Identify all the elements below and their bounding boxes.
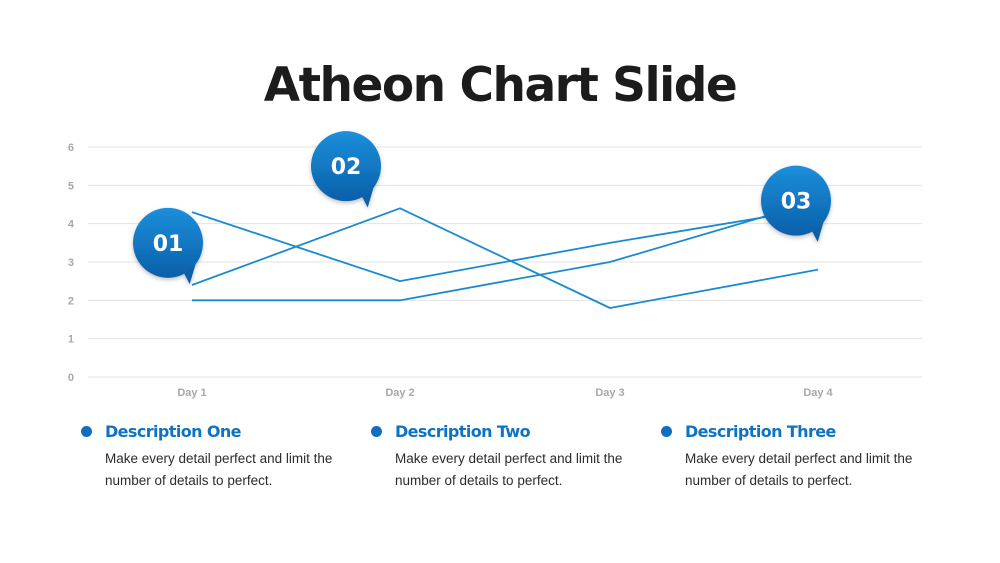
bullet-dot-icon <box>661 426 672 437</box>
callout-circle <box>133 207 203 278</box>
series-line <box>191 207 819 309</box>
series-line <box>192 199 819 302</box>
y-tick-label: 2 <box>68 295 74 307</box>
callout-label: 03 <box>781 190 812 215</box>
x-tick-label: Day 1 <box>177 387 206 399</box>
description-title: Description One <box>105 422 242 441</box>
description-one: Description One Make every detail perfec… <box>81 420 345 492</box>
callout-circle <box>311 131 381 202</box>
x-tick-label: Day 4 <box>803 387 833 399</box>
description-two: Description Two Make every detail perfec… <box>371 420 635 492</box>
y-tick-label: 4 <box>68 219 75 231</box>
callout-label: 01 <box>153 232 184 257</box>
y-tick-label: 3 <box>68 257 74 269</box>
description-text: Make every detail perfect and limit the … <box>395 451 623 488</box>
bullet-dot-icon <box>81 426 92 437</box>
y-tick-label: 1 <box>68 334 74 346</box>
y-tick-label: 6 <box>68 142 74 154</box>
x-tick-label: Day 3 <box>595 387 624 399</box>
callout-label: 02 <box>331 155 362 180</box>
y-axis-ticks: 0 1 2 3 4 5 6 <box>68 142 75 384</box>
description-text: Make every detail perfect and limit the … <box>685 451 913 488</box>
x-tick-label: Day 2 <box>385 387 414 399</box>
callout-markers: 01 02 03 <box>133 131 831 285</box>
bullet-dot-icon <box>371 426 382 437</box>
series-line <box>191 207 819 283</box>
callout-marker: 03 <box>761 165 831 242</box>
description-title: Description Two <box>395 422 531 441</box>
callout-marker: 01 <box>133 207 203 285</box>
slide-title: Atheon Chart Slide <box>263 58 738 113</box>
y-tick-label: 5 <box>68 180 74 192</box>
callout-circle <box>761 165 831 236</box>
x-axis-ticks: Day 1 Day 2 Day 3 Day 4 <box>177 387 833 399</box>
description-title: Description Three <box>685 422 836 441</box>
callout-marker: 02 <box>311 131 381 208</box>
series-lines <box>191 199 819 309</box>
description-three: Description Three Make every detail perf… <box>661 420 925 492</box>
description-text: Make every detail perfect and limit the … <box>105 451 333 488</box>
y-tick-label: 0 <box>68 372 74 384</box>
